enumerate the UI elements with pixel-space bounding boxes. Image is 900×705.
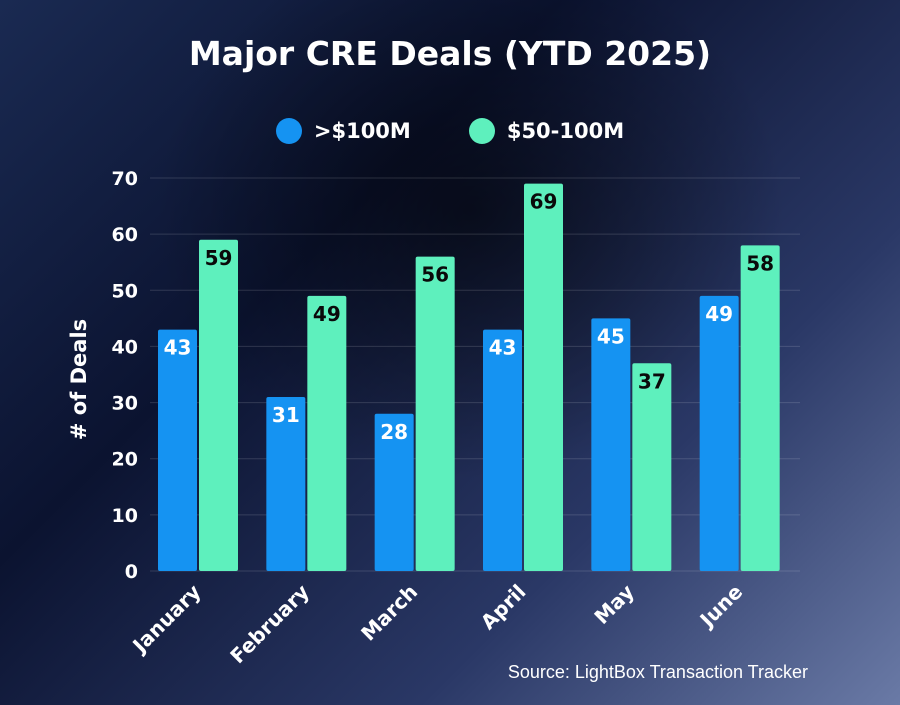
chart-title: Major CRE Deals (YTD 2025) — [188, 34, 712, 73]
bar — [266, 396, 306, 571]
bar — [199, 239, 238, 571]
x-tick-label: February — [225, 580, 314, 669]
legend-swatch-series-1 — [275, 118, 302, 144]
bar-value-label: 69 — [530, 190, 558, 214]
bar — [632, 363, 672, 571]
source-note: Source: LightBox Transaction Tracker — [507, 662, 808, 682]
bar-value-label: 43 — [164, 336, 192, 360]
bar-value-label: 28 — [380, 420, 408, 444]
y-tick-label: 0 — [125, 561, 138, 583]
x-tick-label: June — [694, 580, 747, 633]
bar — [740, 245, 780, 571]
legend-label-series-2: $50-100M — [506, 119, 625, 143]
y-tick-label: 20 — [112, 449, 138, 471]
bar-value-label: 49 — [705, 302, 733, 326]
y-tick-label: 70 — [112, 168, 138, 190]
y-tick-label: 30 — [112, 393, 138, 415]
x-tick-label: April — [476, 580, 531, 635]
x-tick-label: March — [356, 580, 422, 646]
bar — [524, 183, 563, 571]
bar-value-label: 59 — [205, 246, 233, 270]
legend-label-series-1: >$100M — [313, 119, 411, 143]
y-tick-label: 60 — [112, 224, 138, 246]
y-tick-label: 10 — [112, 505, 138, 527]
bar-value-label: 43 — [489, 336, 517, 360]
y-axis-label: # of Deals — [67, 319, 91, 440]
bar-value-label: 58 — [746, 251, 774, 275]
bar — [699, 295, 739, 571]
bar-value-label: 56 — [421, 263, 449, 287]
y-tick-label: 40 — [112, 336, 138, 358]
bar — [307, 295, 347, 571]
bar-value-label: 49 — [313, 302, 341, 326]
legend-swatch-series-2 — [468, 118, 495, 144]
bar — [483, 329, 522, 571]
legend-item-series-2: $50-100M — [468, 118, 625, 144]
x-tick-label: January — [126, 580, 205, 659]
bar-value-label: 45 — [597, 324, 625, 348]
bar — [158, 329, 197, 571]
bar — [374, 413, 414, 571]
bar — [591, 318, 631, 571]
bar-value-label: 37 — [638, 369, 666, 393]
y-tick-label: 50 — [112, 280, 138, 302]
legend: >$100M $50-100M — [0, 118, 900, 144]
bar — [415, 256, 455, 571]
bar-value-label: 31 — [272, 403, 300, 427]
legend-item-series-1: >$100M — [275, 118, 411, 144]
x-tick-label: May — [589, 580, 638, 629]
